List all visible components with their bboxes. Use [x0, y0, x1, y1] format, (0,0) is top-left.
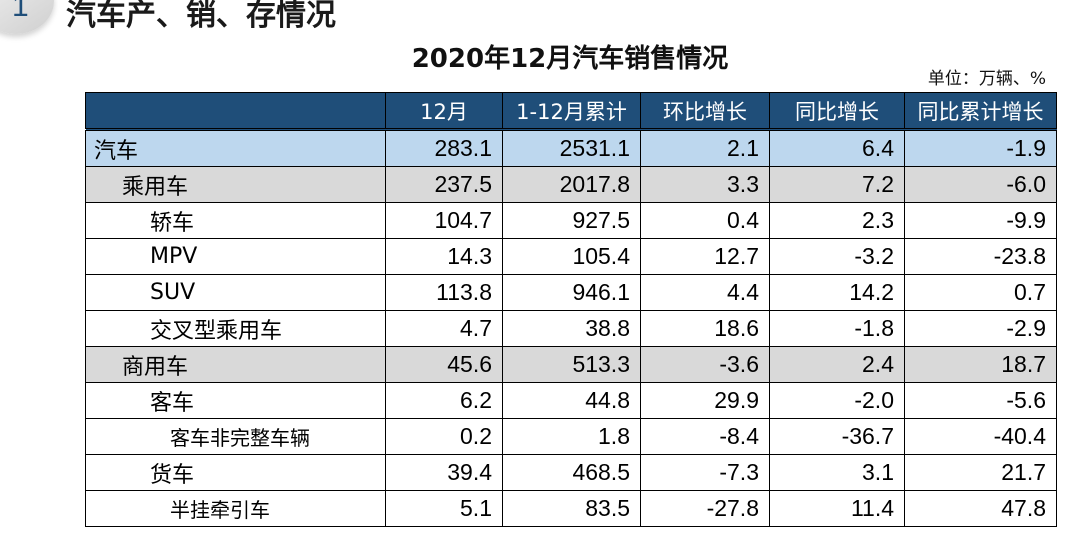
yoy-growth-value: -3.2 [769, 238, 905, 275]
mom-growth-value: 12.7 [640, 238, 770, 275]
yoy-cumulative-growth-value: -5.6 [904, 382, 1057, 419]
cumulative-value: 2531.1 [502, 129, 641, 167]
yoy-cumulative-growth-value: 21.7 [904, 454, 1057, 491]
yoy-growth-value: 14.2 [769, 274, 905, 311]
row-label: 乘用车 [85, 166, 386, 203]
month-value: 45.6 [385, 346, 503, 383]
header-mom-growth: 环比增长 [640, 92, 770, 131]
table-row: 乘用车 237.5 2017.8 3.3 7.2 -6.0 [85, 166, 1057, 203]
yoy-growth-value: 3.1 [769, 454, 905, 491]
mom-growth-value: 0.4 [640, 202, 770, 239]
cumulative-value: 468.5 [502, 454, 641, 491]
yoy-growth-value: 6.4 [769, 129, 905, 167]
row-label: MPV [85, 238, 386, 275]
cumulative-value: 513.3 [502, 346, 641, 383]
header-yoy-cumulative-growth: 同比累计增长 [904, 92, 1057, 131]
row-label: 轿车 [85, 202, 386, 239]
yoy-cumulative-growth-value: 47.8 [904, 490, 1057, 527]
header-month: 12月 [385, 92, 503, 131]
table-row: 轿车 104.7 927.5 0.4 2.3 -9.9 [85, 202, 1057, 239]
row-label: 货车 [85, 454, 386, 491]
cumulative-value: 105.4 [502, 238, 641, 275]
section-title: 汽车产、销、存情况 [66, 0, 336, 33]
yoy-cumulative-growth-value: 18.7 [904, 346, 1057, 383]
yoy-growth-value: 7.2 [769, 166, 905, 203]
month-value: 283.1 [385, 129, 503, 167]
cumulative-value: 927.5 [502, 202, 641, 239]
month-value: 104.7 [385, 202, 503, 239]
yoy-growth-value: -1.8 [769, 310, 905, 347]
sales-table: 12月 1-12月累计 环比增长 同比增长 同比累计增长 汽车 283.1 2531… [85, 92, 1057, 527]
mom-growth-value: -27.8 [640, 490, 770, 527]
yoy-growth-value: 2.3 [769, 202, 905, 239]
yoy-growth-value: 11.4 [769, 490, 905, 527]
header-yoy-growth: 同比增长 [769, 92, 905, 131]
yoy-growth-value: -36.7 [769, 418, 905, 455]
yoy-cumulative-growth-value: -2.9 [904, 310, 1057, 347]
row-label: SUV [85, 274, 386, 311]
table-row: 汽车 283.1 2531.1 2.1 6.4 -1.9 [85, 129, 1057, 167]
month-value: 4.7 [385, 310, 503, 347]
table-row: 货车 39.4 468.5 -7.3 3.1 21.7 [85, 454, 1057, 491]
month-value: 0.2 [385, 418, 503, 455]
mom-growth-value: 29.9 [640, 382, 770, 419]
mom-growth-value: 3.3 [640, 166, 770, 203]
row-label: 商用车 [85, 346, 386, 383]
mom-growth-value: 18.6 [640, 310, 770, 347]
yoy-cumulative-growth-value: -6.0 [904, 166, 1057, 203]
cumulative-value: 2017.8 [502, 166, 641, 203]
table-row: 半挂牵引车 5.1 83.5 -27.8 11.4 47.8 [85, 490, 1057, 527]
cumulative-value: 38.8 [502, 310, 641, 347]
table-body: 汽车 283.1 2531.1 2.1 6.4 -1.9 乘用车 237.5 2017.8 3.3… [85, 129, 1057, 527]
cumulative-value: 44.8 [502, 382, 641, 419]
cumulative-value: 83.5 [502, 490, 641, 527]
row-label: 半挂牵引车 [85, 490, 386, 527]
yoy-cumulative-growth-value: -23.8 [904, 238, 1057, 275]
table-row: SUV 113.8 946.1 4.4 14.2 0.7 [85, 274, 1057, 311]
mom-growth-value: -7.3 [640, 454, 770, 491]
table-row: 客车 6.2 44.8 29.9 -2.0 -5.6 [85, 382, 1057, 419]
month-value: 14.3 [385, 238, 503, 275]
yoy-cumulative-growth-value: -40.4 [904, 418, 1057, 455]
mom-growth-value: 2.1 [640, 129, 770, 167]
unit-label: 单位：万辆、% [927, 69, 1046, 89]
row-label: 汽车 [85, 129, 386, 167]
month-value: 39.4 [385, 454, 503, 491]
mom-growth-value: -3.6 [640, 346, 770, 383]
mom-growth-value: -8.4 [640, 418, 770, 455]
row-label: 客车非完整车辆 [85, 418, 386, 455]
yoy-growth-value: 2.4 [769, 346, 905, 383]
yoy-cumulative-growth-value: -9.9 [904, 202, 1057, 239]
cumulative-value: 1.8 [502, 418, 641, 455]
header-cumulative: 1-12月累计 [502, 92, 641, 131]
month-value: 237.5 [385, 166, 503, 203]
table-row: 客车非完整车辆 0.2 1.8 -8.4 -36.7 -40.4 [85, 418, 1057, 455]
month-value: 113.8 [385, 274, 503, 311]
table-row: 商用车 45.6 513.3 -3.6 2.4 18.7 [85, 346, 1057, 383]
table-row: 交叉型乘用车 4.7 38.8 18.6 -1.8 -2.9 [85, 310, 1057, 347]
section-number: 1 [12, 0, 29, 23]
yoy-cumulative-growth-value: 0.7 [904, 274, 1057, 311]
table-row: MPV 14.3 105.4 12.7 -3.2 -23.8 [85, 238, 1057, 275]
row-label: 交叉型乘用车 [85, 310, 386, 347]
table-header-row: 12月 1-12月累计 环比增长 同比增长 同比累计增长 [85, 92, 1057, 131]
mom-growth-value: 4.4 [640, 274, 770, 311]
month-value: 5.1 [385, 490, 503, 527]
table-title: 2020年12月汽车销售情况 [411, 44, 729, 74]
month-value: 6.2 [385, 382, 503, 419]
yoy-growth-value: -2.0 [769, 382, 905, 419]
cumulative-value: 946.1 [502, 274, 641, 311]
header-item [85, 92, 386, 131]
yoy-cumulative-growth-value: -1.9 [904, 129, 1057, 167]
row-label: 客车 [85, 382, 386, 419]
